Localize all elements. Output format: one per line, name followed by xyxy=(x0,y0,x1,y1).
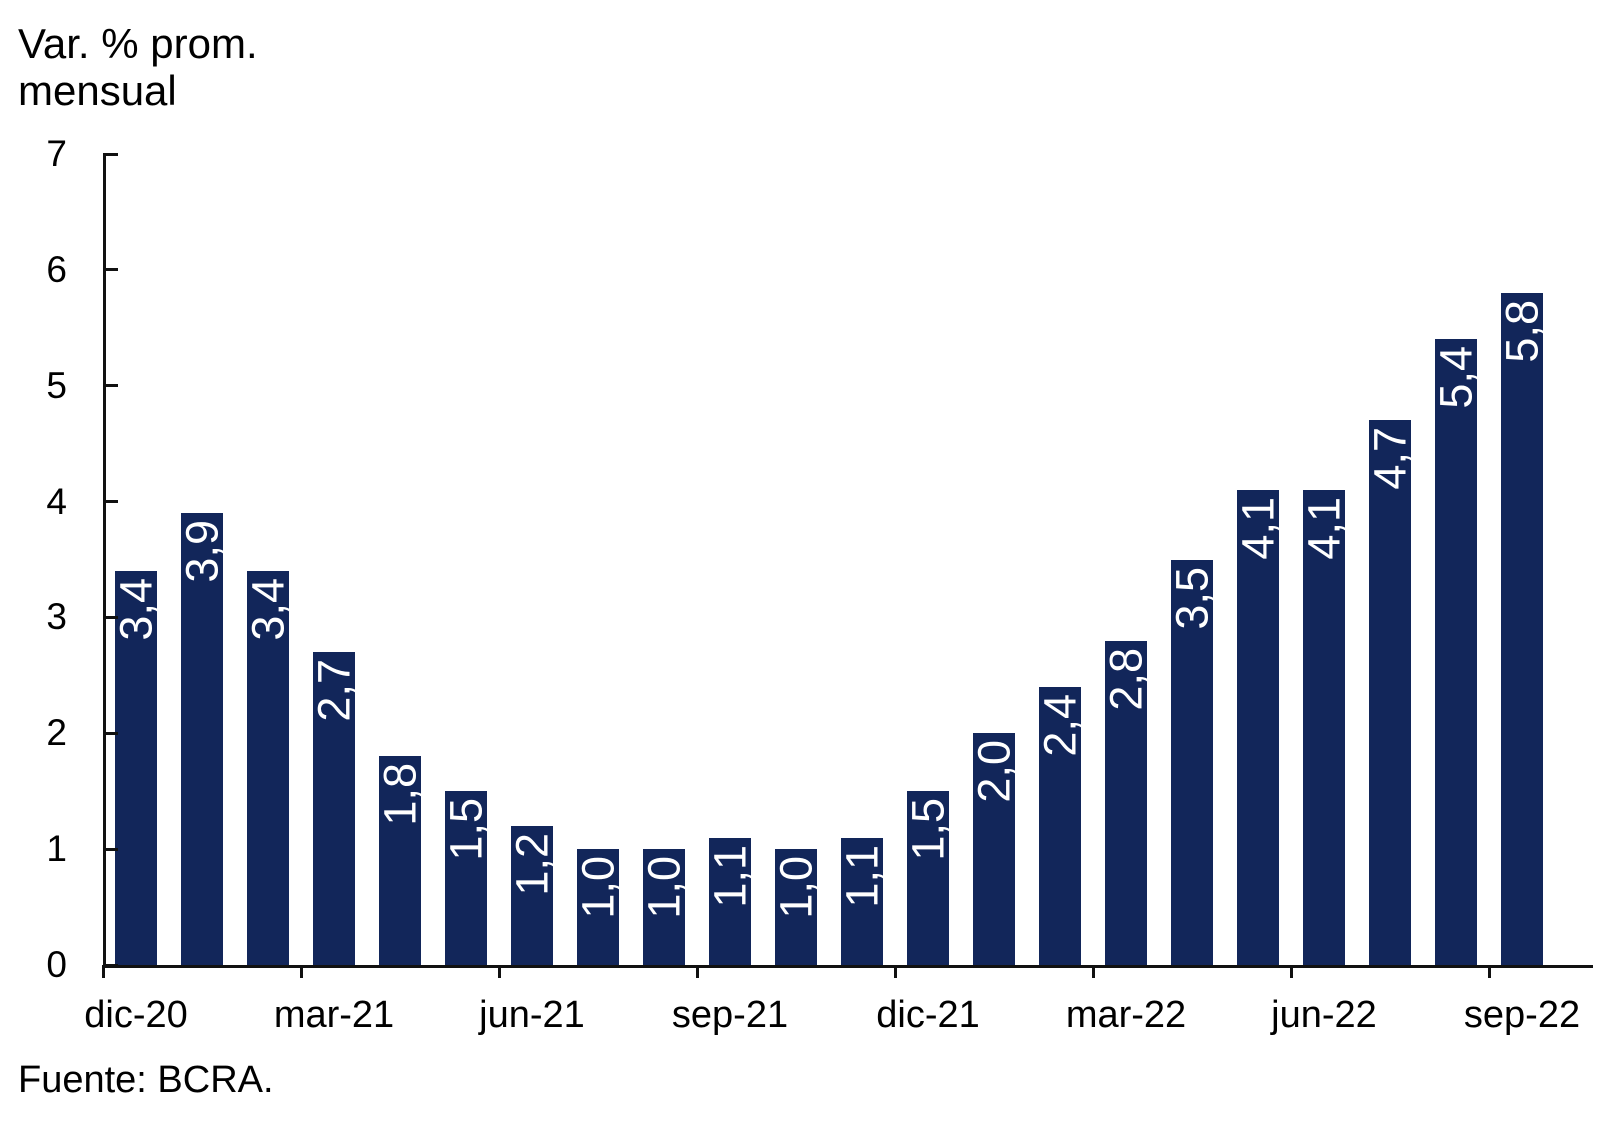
bar-value-label: 1,0 xyxy=(572,856,624,919)
y-axis-title-line2: mensual xyxy=(18,67,177,114)
bar-value-label: 2,0 xyxy=(968,740,1020,803)
y-tick-label: 5 xyxy=(46,364,67,406)
x-axis-tick xyxy=(696,965,699,978)
x-axis-tick xyxy=(498,965,501,978)
y-axis-tick xyxy=(103,615,118,619)
bar-value-label: 1,8 xyxy=(374,763,426,827)
bar-mar-22: 2,8 xyxy=(1100,640,1152,965)
bar-ago-22: 5,4 xyxy=(1430,339,1482,965)
bar-value-label: 1,0 xyxy=(638,856,690,919)
source-note: Fuente: BCRA. xyxy=(18,1059,274,1101)
bar-nov-21: 1,1 xyxy=(836,837,888,965)
y-tick-label: 2 xyxy=(46,712,67,754)
bar-value-label: 4,1 xyxy=(1232,497,1284,560)
x-tick-label: sep-21 xyxy=(671,994,789,1036)
bar-value-label: 3,5 xyxy=(1166,566,1218,630)
bar-ago-21: 1,0 xyxy=(638,849,690,965)
bar-jul-21: 1,0 xyxy=(572,849,624,965)
bar-value-label: 1,1 xyxy=(704,844,756,908)
x-tick-label: mar-22 xyxy=(1065,994,1187,1036)
bar-value-label: 4,1 xyxy=(1298,497,1350,560)
bar-jul-22: 4,7 xyxy=(1364,420,1416,965)
x-axis-tick xyxy=(1092,965,1095,978)
bar-sep-21: 1,1 xyxy=(704,837,756,965)
bar-value-label: 2,8 xyxy=(1100,647,1152,711)
bar-value-label: 1,2 xyxy=(506,832,558,896)
y-tick-label: 4 xyxy=(46,480,67,522)
x-tick-label: jun-21 xyxy=(479,994,585,1036)
bar-value-label: 1,1 xyxy=(836,844,888,908)
x-axis-tick xyxy=(1488,965,1491,978)
bar-value-label: 3,4 xyxy=(110,578,162,641)
bar-value-label: 3,9 xyxy=(176,520,228,583)
bar-dic-20: 3,4 xyxy=(110,571,162,965)
bar-abr-22: 3,5 xyxy=(1166,559,1218,965)
y-axis-tick xyxy=(103,268,118,272)
bar-value-label: 2,7 xyxy=(308,659,360,722)
y-axis-tick xyxy=(103,384,118,388)
x-tick-label: mar-21 xyxy=(273,994,395,1036)
bar-feb-22: 2,4 xyxy=(1034,686,1086,965)
y-axis-title: Var. % prom. mensual xyxy=(18,20,258,114)
y-tick-label: 3 xyxy=(46,596,67,638)
bar-value-label: 1,5 xyxy=(902,798,954,861)
bar-value-label: 1,5 xyxy=(440,798,492,861)
x-axis-line xyxy=(103,965,1593,968)
x-axis-tick xyxy=(894,965,897,978)
y-tick-label: 6 xyxy=(46,248,67,290)
bars-container: 3,4 3,9 3,4 2,7 1,8 1,5 1,2 1,0 1,0 1,1 1,0 1,1 1,5 2… xyxy=(103,154,1555,965)
bar-sep-22: 5,8 xyxy=(1496,293,1548,965)
x-tick-label: dic-21 xyxy=(876,994,980,1036)
bar-mar-21: 2,7 xyxy=(308,652,360,965)
y-axis-tick xyxy=(103,731,118,735)
bar-ene-21: 3,9 xyxy=(176,513,228,965)
bar-value-label: 4,7 xyxy=(1364,427,1416,491)
bar-jun-21: 1,2 xyxy=(506,825,558,965)
bar-dic-21: 1,5 xyxy=(902,791,954,965)
bar-ene-22: 2,0 xyxy=(968,733,1020,965)
bar-oct-21: 1,0 xyxy=(770,849,822,965)
y-axis-tick xyxy=(103,847,118,851)
bar-may-21: 1,5 xyxy=(440,791,492,965)
x-axis-tick xyxy=(1290,965,1293,978)
bar-abr-21: 1,8 xyxy=(374,756,426,965)
y-tick-label: 7 xyxy=(46,133,67,174)
bar-value-label: 1,0 xyxy=(770,856,822,919)
y-axis-tick xyxy=(103,963,118,967)
bar-may-22: 4,1 xyxy=(1232,490,1284,965)
bar-value-label: 5,8 xyxy=(1496,300,1548,363)
x-axis-tick xyxy=(102,965,105,978)
y-axis-line xyxy=(103,154,106,965)
bar-feb-21: 3,4 xyxy=(242,571,294,965)
x-tick-label: sep-22 xyxy=(1463,994,1581,1036)
bar-jun-22: 4,1 xyxy=(1298,490,1350,965)
y-axis-tick xyxy=(103,152,118,156)
y-axis-title-line1: Var. % prom. xyxy=(18,20,258,67)
y-tick-label: 1 xyxy=(46,828,67,870)
bar-value-label: 3,4 xyxy=(242,578,294,641)
x-axis-tick xyxy=(300,965,303,978)
x-tick-label: jun-22 xyxy=(1271,994,1377,1036)
y-tick-label: 0 xyxy=(46,944,67,985)
bar-value-label: 2,4 xyxy=(1034,693,1086,757)
y-axis-tick xyxy=(103,500,118,504)
x-tick-label: dic-20 xyxy=(84,994,188,1036)
plot-area: 3,4 3,9 3,4 2,7 1,8 1,5 1,2 1,0 1,0 1,1 1,0 1,1 1,5 2… xyxy=(46,133,1593,1036)
bar-value-label: 5,4 xyxy=(1430,346,1482,409)
